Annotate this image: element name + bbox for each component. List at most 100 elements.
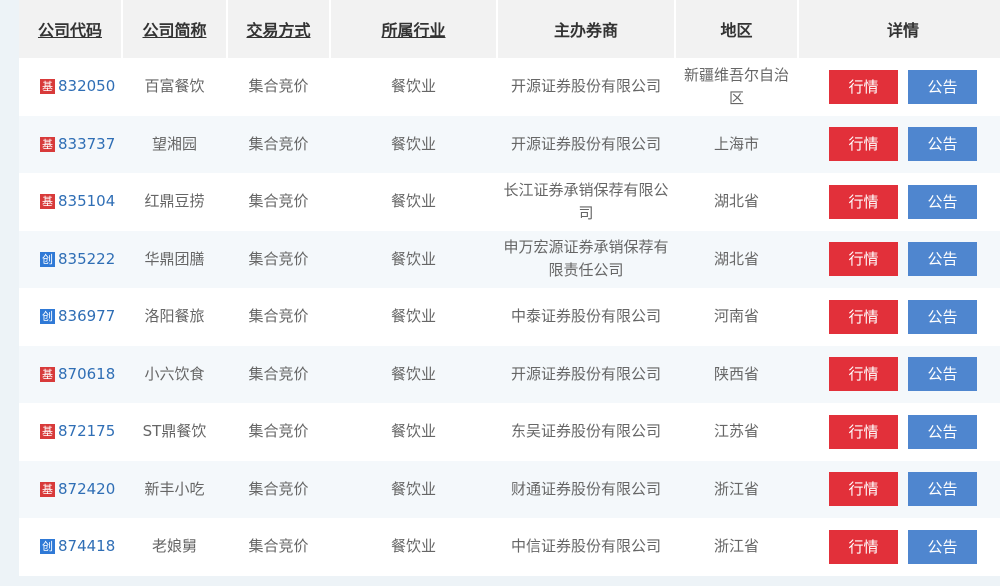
company-code-link[interactable]: 874418 xyxy=(58,537,116,556)
notice-button[interactable]: 公告 xyxy=(908,472,977,507)
company-name: 老娘舅 xyxy=(151,537,197,556)
company-name: 小六饮食 xyxy=(122,345,227,403)
notice-button[interactable]: 公告 xyxy=(908,414,977,449)
header-broker: 主办券商 xyxy=(497,0,676,58)
company-code-link[interactable]: 870618 xyxy=(58,364,116,383)
region: 上海市 xyxy=(675,115,798,173)
table-row: 基 870618 小六饮食 集合竞价 餐饮业 开源证券股份有限公司 陕西省 行情公… xyxy=(19,345,1000,403)
region: 浙江省 xyxy=(713,537,759,556)
header-region: 地区 xyxy=(675,0,799,58)
company-name: 新丰小吃 xyxy=(122,460,227,518)
header-code[interactable]: 公司代码 xyxy=(19,0,123,58)
detail-cell: 行情 公告 xyxy=(798,403,1000,461)
notice-button[interactable]: 公告 xyxy=(908,69,977,104)
code-cell: 基 872175 xyxy=(19,403,122,461)
company-code-link[interactable]: 836977 xyxy=(58,307,116,326)
code-cell: 基 872420 xyxy=(19,460,122,518)
company-code-link[interactable]: 872420 xyxy=(58,479,116,498)
table-row: 基 872420 新丰小吃 集合竞价 餐饮业 财通证券股份有限公司 浙江省 行情公… xyxy=(19,460,1000,518)
detail-cell: 行情 公告 xyxy=(798,58,1000,116)
broker: 中泰证券股份有限公司 xyxy=(510,307,661,326)
header-name[interactable]: 公司简称 xyxy=(122,0,228,58)
quote-button[interactable]: 行情 xyxy=(829,184,898,219)
quote-button[interactable]: 行情 xyxy=(829,242,898,277)
industry: 餐饮业 xyxy=(390,77,436,96)
trade-method: 集合竞价 xyxy=(227,345,330,403)
detail-cell: 行情 公告 xyxy=(798,518,1000,576)
quote-button[interactable]: 行情 xyxy=(829,529,898,564)
table-header: 公司代码 公司简称 交易方式 所属行业 主办券商 地区 详情 xyxy=(19,0,1000,58)
header-industry[interactable]: 所属行业 xyxy=(330,0,498,58)
company-name: 红鼎豆捞 xyxy=(144,192,205,211)
trade-method: 集合竞价 xyxy=(227,115,330,173)
company-code-link[interactable]: 835222 xyxy=(58,249,116,268)
region: 湖北省 xyxy=(713,192,759,211)
detail-cell: 行情 公告 xyxy=(798,460,1000,518)
trade-method: 集合竞价 xyxy=(248,537,309,556)
header-region-label: 地区 xyxy=(720,21,753,40)
notice-button[interactable]: 公告 xyxy=(908,357,977,392)
trade-method: 集合竞价 xyxy=(248,307,309,326)
company-code-link[interactable]: 835104 xyxy=(58,192,116,211)
region: 江苏省 xyxy=(713,422,759,441)
quote-button[interactable]: 行情 xyxy=(829,472,898,507)
company-table: 公司代码 公司简称 交易方式 所属行业 主办券商 地区 详情 基 832050 百… xyxy=(19,0,1000,576)
industry: 餐饮业 xyxy=(390,537,436,556)
code-cell: 基 870618 xyxy=(19,345,122,403)
code-cell: 基 832050 xyxy=(19,58,122,116)
industry: 餐饮业 xyxy=(330,345,497,403)
board-badge-icon: 基 xyxy=(40,194,55,210)
header-detail-label: 详情 xyxy=(886,21,919,40)
notice-button[interactable]: 公告 xyxy=(908,127,977,162)
quote-button[interactable]: 行情 xyxy=(829,127,898,162)
board-badge-icon: 基 xyxy=(40,366,55,382)
company-name: 百富餐饮 xyxy=(144,77,205,96)
board-badge-icon: 创 xyxy=(40,539,55,555)
region: 河南省 xyxy=(713,307,759,326)
board-badge-icon: 基 xyxy=(40,79,55,95)
table-row: 基 835104 红鼎豆捞 集合竞价 餐饮业 长江证券承销保荐有限公司 湖北省 行… xyxy=(19,173,1000,231)
industry: 餐饮业 xyxy=(330,115,497,173)
broker: 中信证券股份有限公司 xyxy=(510,537,661,556)
trade-method: 集合竞价 xyxy=(248,422,309,441)
industry: 餐饮业 xyxy=(330,460,497,518)
quote-button[interactable]: 行情 xyxy=(829,299,898,334)
quote-button[interactable]: 行情 xyxy=(829,414,898,449)
region: 陕西省 xyxy=(675,345,798,403)
header-trade[interactable]: 交易方式 xyxy=(227,0,331,58)
trade-method: 集合竞价 xyxy=(227,460,330,518)
trade-method: 集合竞价 xyxy=(227,230,330,288)
industry: 餐饮业 xyxy=(390,307,436,326)
sort-name[interactable]: 公司简称 xyxy=(142,21,207,40)
broker: 财通证券股份有限公司 xyxy=(497,460,675,518)
table-row: 创 874418 老娘舅 集合竞价 餐饮业 中信证券股份有限公司 浙江省 行情 公告 xyxy=(19,518,1000,576)
region: 浙江省 xyxy=(675,460,798,518)
region: 湖北省 xyxy=(675,230,798,288)
notice-button[interactable]: 公告 xyxy=(908,242,977,277)
sort-trade[interactable]: 交易方式 xyxy=(246,21,311,40)
quote-button[interactable]: 行情 xyxy=(829,357,898,392)
board-badge-icon: 创 xyxy=(40,251,55,267)
company-code-link[interactable]: 872175 xyxy=(58,422,116,441)
sort-code[interactable]: 公司代码 xyxy=(37,21,102,40)
quote-button[interactable]: 行情 xyxy=(829,69,898,104)
company-code-link[interactable]: 832050 xyxy=(58,77,116,96)
notice-button[interactable]: 公告 xyxy=(908,299,977,334)
company-code-link[interactable]: 833737 xyxy=(58,134,116,153)
industry: 餐饮业 xyxy=(390,422,436,441)
sort-industry[interactable]: 所属行业 xyxy=(381,21,446,40)
trade-method: 集合竞价 xyxy=(248,77,309,96)
board-badge-icon: 基 xyxy=(40,481,55,497)
notice-button[interactable]: 公告 xyxy=(908,184,977,219)
header-broker-label: 主办券商 xyxy=(553,21,618,40)
broker: 开源证券股份有限公司 xyxy=(497,345,675,403)
board-badge-icon: 基 xyxy=(40,136,55,152)
code-cell: 创 836977 xyxy=(19,288,122,346)
company-name: 华鼎团膳 xyxy=(122,230,227,288)
notice-button[interactable]: 公告 xyxy=(908,529,977,564)
industry: 餐饮业 xyxy=(390,192,436,211)
trade-method: 集合竞价 xyxy=(248,192,309,211)
detail-cell: 行情 公告 xyxy=(798,230,1000,288)
broker: 申万宏源证券承销保荐有限责任公司 xyxy=(497,230,675,288)
industry: 餐饮业 xyxy=(330,230,497,288)
